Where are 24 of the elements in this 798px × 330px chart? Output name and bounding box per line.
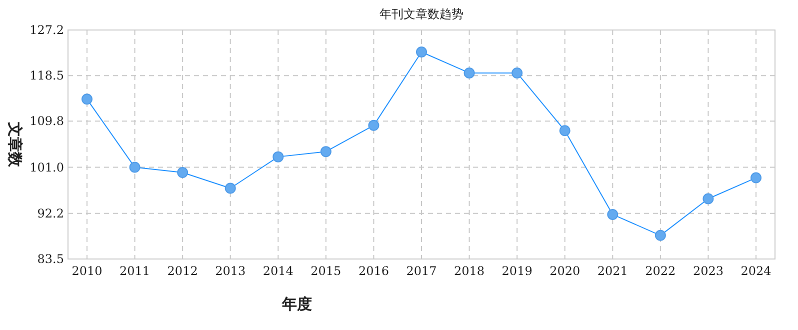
y-tick-label: 101.0	[30, 160, 64, 174]
x-tick-label: 2011	[120, 264, 150, 278]
x-tick-label: 2020	[550, 264, 580, 278]
x-tick-label: 2022	[645, 264, 676, 278]
x-tick-label: 2017	[406, 264, 437, 278]
y-tick-label: 118.5	[30, 68, 64, 83]
y-tick-label: 92.2	[37, 206, 64, 220]
x-tick-label: 2016	[358, 264, 389, 278]
y-axis-title: 文章数	[6, 121, 24, 168]
x-tick-label: 2015	[310, 264, 342, 278]
y-tick-label: 109.8	[30, 114, 64, 128]
x-tick-label: 2010	[72, 264, 102, 278]
x-tick-label: 2018	[454, 264, 485, 278]
x-tick-label: 2014	[262, 264, 294, 278]
y-tick-label: 83.5	[37, 252, 64, 266]
x-tick-label: 2021	[597, 264, 628, 278]
chart-title: 年刊文章数趋势	[380, 7, 464, 21]
x-tick-label: 2024	[740, 264, 772, 278]
x-tick-label: 2019	[502, 264, 532, 278]
x-tick-label: 2012	[167, 264, 198, 278]
x-axis-title: 年度	[281, 295, 312, 313]
x-tick-label: 2023	[692, 264, 724, 278]
y-tick-label: 127.2	[30, 23, 64, 37]
x-tick-label: 2013	[215, 264, 246, 278]
